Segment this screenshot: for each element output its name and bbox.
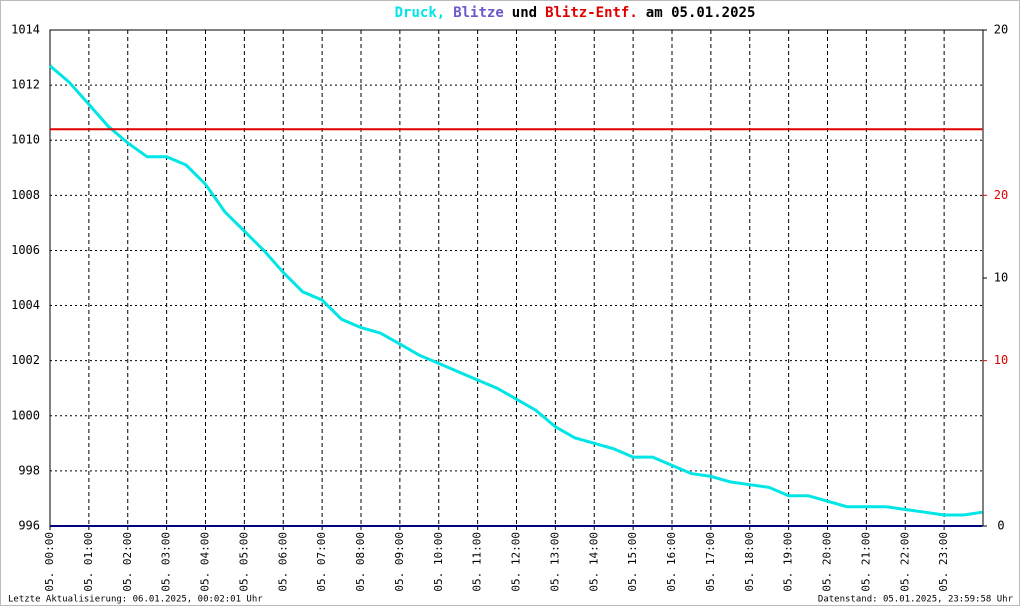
footer-left: Letzte Aktualisierung: 06.01.2025, 00:02… [8,595,263,605]
y2-tick-label: 20 [994,23,1008,37]
x-tick-label: 05. 20:00 [821,532,834,592]
y2-tick-label: 0 [997,519,1004,533]
x-tick-label: 05. 08:00 [354,532,367,592]
x-tick-label: 05. 19:00 [782,532,795,592]
y-tick-label: 1008 [11,188,40,202]
footer-right: Datenstand: 05.01.2025, 23:59:58 Uhr [818,595,1014,605]
y3-tick-label: 10 [994,353,1008,367]
x-tick-label: 05. 21:00 [859,532,872,592]
title-part: Druck, [395,5,446,21]
title-part: Blitze [453,5,504,21]
y-tick-label: 1014 [11,23,40,37]
x-tick-label: 05. 10:00 [432,532,445,592]
chart-title: Druck, Blitze und Blitz-Entf. am 05.01.2025 [395,5,756,21]
x-tick-label: 05. 14:00 [587,532,600,592]
x-tick-label: 05. 12:00 [510,532,523,592]
x-tick-label: 05. 16:00 [665,532,678,592]
x-tick-label: 05. 18:00 [743,532,756,592]
x-tick-label: 05. 22:00 [898,532,911,592]
series-line [49,64,983,517]
x-tick-label: 05. 01:00 [82,532,95,592]
x-tick-label: 05. 17:00 [704,532,717,592]
y-tick-label: 996 [18,519,40,533]
x-tick-label: 05. 23:00 [937,532,950,592]
y-tick-label: 1006 [11,243,40,257]
y3-tick-label: 20 [994,188,1008,202]
x-tick-label: 05. 04:00 [199,532,212,592]
x-tick-label: 05. 05:00 [237,532,250,592]
x-tick-label: 05. 06:00 [276,532,289,592]
y-tick-label: 1004 [11,298,40,312]
x-tick-label: 05. 15:00 [626,532,639,592]
x-tick-label: 05. 13:00 [548,532,561,592]
title-part: Blitz-Entf. [545,5,638,21]
y-tick-label: 1002 [11,353,40,367]
x-tick-label: 05. 03:00 [160,532,173,592]
x-tick-label: 05. 00:00 [43,532,56,592]
x-tick-label: 05. 07:00 [315,532,328,592]
title-part: und [512,5,537,21]
y2-tick-label: 10 [994,271,1008,285]
y-tick-label: 1012 [11,78,40,92]
title-part: am 05.01.2025 [646,5,756,21]
x-tick-label: 05. 09:00 [393,532,406,592]
x-tick-label: 05. 02:00 [121,532,134,592]
y-tick-label: 1010 [11,133,40,147]
y-tick-label: 998 [18,463,40,477]
y-tick-label: 1000 [11,408,40,422]
x-tick-label: 05. 11:00 [471,532,484,592]
